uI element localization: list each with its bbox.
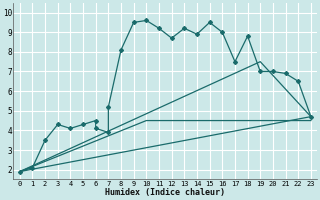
X-axis label: Humidex (Indice chaleur): Humidex (Indice chaleur) [105,188,225,197]
